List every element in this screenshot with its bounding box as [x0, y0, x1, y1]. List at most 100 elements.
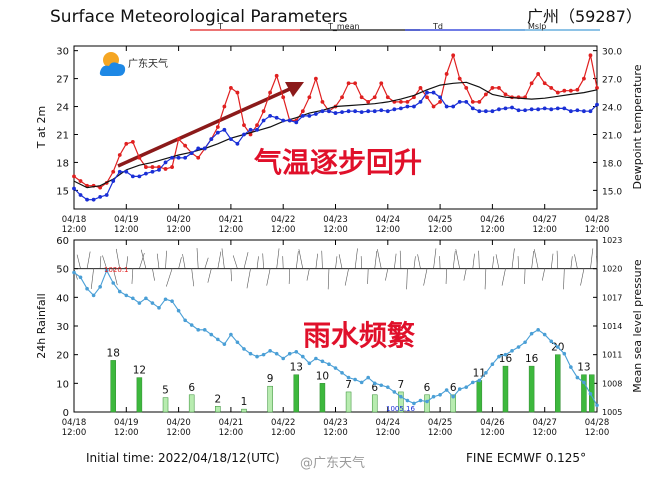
- wind-barb: [542, 268, 545, 281]
- point-td: [255, 127, 259, 132]
- rain-bar-label: 13: [290, 362, 303, 374]
- rain-bar-label: 7: [398, 379, 405, 391]
- point-td: [398, 106, 403, 111]
- bottom-left-tick-label: 50: [56, 265, 69, 276]
- top-series-group: [72, 53, 599, 202]
- mslp-point: [209, 332, 214, 337]
- wind-barb: [574, 254, 578, 269]
- top-right-tick-label: 21.0: [602, 131, 622, 141]
- point-t: [549, 86, 554, 90]
- wind-barb: [399, 250, 402, 269]
- bottom-right-tick-label: 1011: [602, 351, 622, 360]
- x-tick-time: 12:00: [62, 428, 87, 438]
- x-tick-date: 04/21: [219, 215, 244, 225]
- top-x-axis: 04/1812:0004/1912:0004/2012:0004/2112:00…: [62, 46, 610, 235]
- x-tick-date: 04/22: [271, 215, 296, 225]
- point-td: [163, 160, 168, 165]
- point-td: [588, 109, 593, 114]
- point-t: [274, 73, 279, 78]
- point-td: [300, 113, 305, 118]
- point-t: [346, 81, 351, 86]
- legend-label-t: T: [217, 22, 223, 31]
- wind-barb: [452, 251, 456, 269]
- point-t: [542, 81, 547, 86]
- point-t: [144, 165, 148, 169]
- point-td: [327, 109, 331, 114]
- wind-barb: [166, 268, 173, 287]
- wind-barb: [321, 250, 323, 269]
- top-left-tick-label: 24: [56, 103, 69, 114]
- mslp-point: [595, 403, 599, 408]
- wind-barb: [165, 250, 167, 269]
- point-td: [340, 110, 344, 115]
- mslp-point: [189, 323, 194, 327]
- initial-time-label: Initial time: 2022/04/18/12(UTC): [86, 451, 280, 465]
- rain-bar: [162, 397, 169, 413]
- wind-barb: [478, 250, 480, 269]
- wind-barb: [232, 255, 238, 269]
- x-tick-date: 04/19: [114, 215, 139, 225]
- bottom-right-tick-label: 1020: [602, 265, 622, 274]
- mslp-point: [202, 328, 207, 332]
- point-t: [562, 88, 567, 93]
- mslp-point: [301, 354, 305, 359]
- wind-barb: [495, 254, 500, 269]
- point-td: [320, 109, 325, 114]
- top-right-axis-label: Dewpoint temperature: [631, 64, 644, 189]
- point-td: [418, 99, 423, 104]
- point-td: [575, 108, 580, 113]
- wind-barb: [288, 268, 291, 284]
- wind-barb: [207, 268, 212, 283]
- mslp-point: [582, 380, 586, 385]
- rain-bar: [188, 394, 195, 413]
- wind-barb: [230, 268, 232, 282]
- point-t: [588, 53, 593, 58]
- mslp-point: [144, 296, 148, 301]
- point-td: [536, 107, 541, 112]
- point-t: [130, 140, 135, 144]
- mslp-point: [503, 352, 508, 357]
- x-tick-date: 04/19: [114, 418, 139, 428]
- point-t: [438, 99, 442, 104]
- mslp-point: [157, 306, 161, 310]
- bottom-right-tick-label: 1014: [602, 322, 622, 331]
- wind-barb: [472, 253, 475, 269]
- wind-barb: [377, 249, 382, 269]
- point-t: [568, 88, 573, 93]
- rain-bar: [398, 391, 404, 413]
- point-t: [183, 143, 188, 148]
- chart-title: Surface Meteorological Parameters: [50, 7, 348, 27]
- point-t: [595, 86, 599, 90]
- x-tick-time: 12:00: [323, 225, 348, 235]
- x-tick-date: 04/25: [428, 215, 453, 225]
- point-td: [242, 132, 246, 137]
- mslp-point: [255, 354, 259, 359]
- x-tick-date: 04/28: [585, 215, 610, 225]
- wind-barb: [550, 253, 554, 269]
- mslp-point: [399, 394, 403, 399]
- point-t: [483, 92, 488, 97]
- rain-bar: [319, 383, 326, 413]
- legend-label-t_mean: T_mean: [327, 22, 360, 31]
- wind-barb: [266, 268, 271, 286]
- wind-barb: [590, 248, 594, 269]
- x-tick-date: 04/24: [376, 215, 401, 225]
- wind-barb: [413, 256, 416, 269]
- mslp-point: [281, 356, 286, 361]
- point-td: [412, 104, 416, 109]
- mslp-point: [229, 332, 233, 337]
- mslp-point: [320, 359, 325, 364]
- point-td: [78, 193, 83, 197]
- wind-barb: [445, 268, 447, 284]
- mslp-point: [72, 270, 76, 275]
- wind-barb: [152, 268, 155, 281]
- legend-label-td: Td: [432, 22, 443, 31]
- rain-bar-label: 7: [345, 379, 352, 391]
- rain-bar-label: 2: [214, 393, 221, 405]
- x-tick-date: 04/25: [428, 418, 453, 428]
- wind-barb: [433, 248, 437, 269]
- bottom-left-tick-label: 0: [63, 408, 69, 419]
- wind-barb: [298, 249, 304, 269]
- wind-barb: [221, 248, 225, 269]
- point-td: [150, 169, 155, 174]
